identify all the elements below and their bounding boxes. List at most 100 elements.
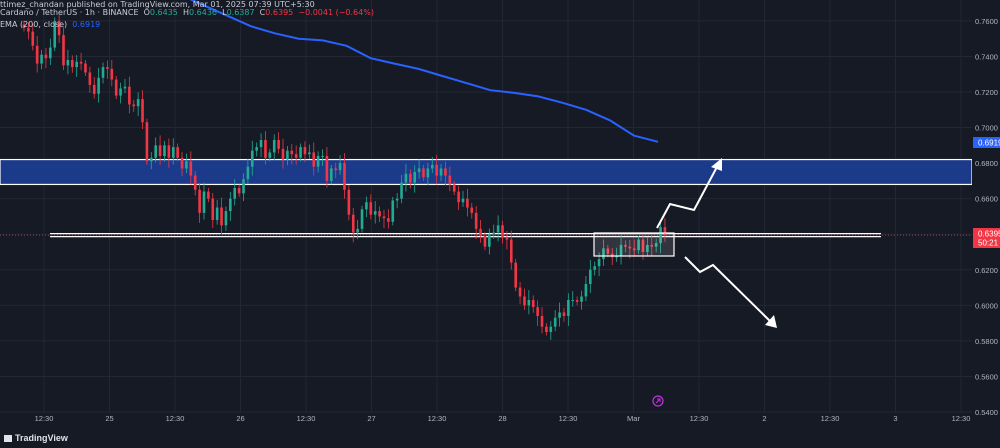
candle-body [628, 246, 632, 249]
candle-body [233, 188, 237, 199]
candle-body [312, 152, 316, 167]
candle-body [589, 269, 592, 284]
candle-body [369, 202, 373, 215]
candle-body [654, 243, 658, 247]
candle-body [466, 198, 469, 208]
candle-body [606, 248, 610, 254]
candle-body [593, 266, 596, 270]
candle-body [347, 189, 351, 215]
price-tick-label: 0.7400 [975, 52, 998, 61]
candle-body [439, 168, 443, 176]
candle-body [619, 244, 623, 256]
ohlc-high: 0.6436 [189, 8, 218, 17]
ohlc-open-label: O [143, 8, 150, 17]
resistance-zone [0, 158, 973, 186]
candle-body [430, 164, 434, 169]
candle-body [584, 284, 588, 297]
candle-body [75, 61, 78, 68]
candle-body [171, 147, 175, 158]
candle-body [553, 317, 557, 327]
ohlc-close-label: C [259, 8, 266, 17]
candle-body [123, 86, 127, 89]
candle-body [106, 67, 109, 69]
candle-body [474, 212, 478, 229]
candle-body [180, 157, 184, 169]
candle-body [330, 168, 333, 181]
countdown-label: 50:21 [978, 239, 999, 248]
time-tick-label: 12:30 [952, 414, 971, 423]
candle-body [523, 296, 526, 306]
price-tick-label: 0.6600 [975, 195, 998, 204]
candle-body [97, 77, 100, 94]
candle-body [567, 300, 570, 316]
candle-body [167, 145, 171, 158]
candle-body [580, 296, 583, 302]
candle-body [145, 122, 149, 162]
candle-body [444, 168, 447, 176]
candle-body [492, 232, 496, 235]
time-axis[interactable]: 12:30 25 12:30 26 12:30 27 12:30 28 12:30 Mar 12:3… [35, 414, 971, 423]
candle-body [176, 147, 179, 158]
event-icon[interactable] [652, 395, 664, 407]
candle-body [303, 147, 307, 155]
price-tick-label: 0.5400 [975, 408, 998, 417]
candle-body [246, 166, 250, 180]
candle-body [132, 104, 136, 107]
candle-body [277, 140, 280, 149]
candle-body [220, 207, 223, 226]
candle-body [308, 152, 311, 155]
candle-body [488, 234, 491, 247]
time-tick-label: 26 [236, 414, 244, 423]
candle-body [154, 145, 157, 158]
bullish-arrowhead [711, 158, 722, 171]
price-axis-bg [972, 0, 1000, 429]
bearish-arrowhead [765, 315, 777, 328]
candle-body [70, 60, 74, 68]
candle-body [49, 47, 52, 59]
candle-body [360, 209, 364, 229]
tradingview-logo[interactable]: TradingView [4, 433, 68, 443]
candle-body [435, 164, 438, 176]
time-tick-label: 25 [105, 414, 113, 423]
candle-body [426, 168, 430, 178]
candle-body [237, 188, 241, 194]
candle-body [119, 88, 122, 96]
candle-body [62, 35, 65, 66]
price-axis[interactable]: 0.76000.74000.72000.70000.68000.66000.64… [972, 0, 1000, 429]
candle-body [378, 211, 381, 217]
symbol-line[interactable]: Cardano / TetherUS · 1h · BINANCE O 0.643… [0, 8, 374, 17]
candle-body [505, 237, 509, 240]
time-tick-label: Mar [627, 414, 640, 423]
price-tick-label: 0.7200 [975, 88, 998, 97]
symbol-name[interactable]: Cardano / TetherUS · 1h · BINANCE [0, 8, 139, 17]
candle-body [250, 150, 254, 167]
candle-body [163, 145, 166, 156]
candle-body [597, 259, 601, 267]
ema-line [189, 0, 659, 143]
candle-body [88, 72, 92, 85]
candle-body [321, 156, 324, 157]
ema-label[interactable]: EMA (200, close) [0, 20, 68, 29]
candle-body [387, 218, 390, 222]
candle-body [299, 147, 302, 158]
candle-body [461, 198, 465, 203]
candle-body [31, 31, 35, 46]
candle-body [641, 239, 645, 252]
indicator-line[interactable]: EMA (200, close) 0.6919 [0, 20, 100, 29]
candle-body [391, 200, 395, 222]
candle-body [356, 228, 359, 233]
candle-body [422, 168, 425, 178]
candle-body [128, 86, 131, 105]
support-level [0, 233, 972, 238]
candle-body [562, 312, 566, 316]
candle-body [509, 239, 513, 263]
candle-body [650, 244, 654, 247]
candle-body [540, 316, 544, 327]
ohlc-close: 0.6395 [265, 8, 294, 17]
candle-body [79, 61, 83, 64]
time-tick-label: 12:30 [35, 414, 54, 423]
candle-body [338, 163, 342, 171]
candle-body [150, 157, 153, 162]
candle-body [413, 172, 417, 183]
